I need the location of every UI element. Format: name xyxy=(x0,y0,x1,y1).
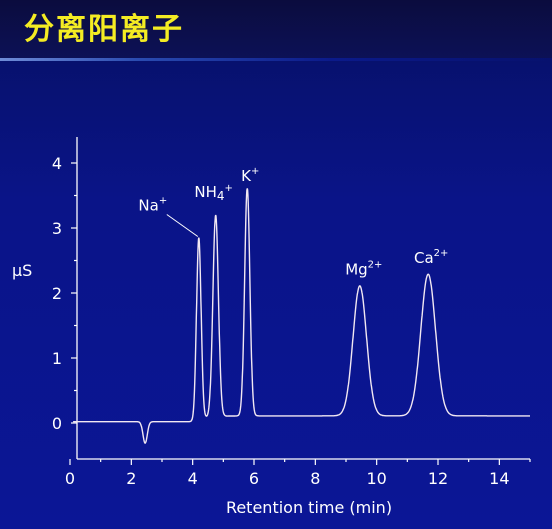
peak-label-ca: Ca2+ xyxy=(414,248,448,267)
y-tick-label: 4 xyxy=(52,154,62,173)
peak-leader-line xyxy=(166,214,199,237)
y-tick-label: 1 xyxy=(52,349,62,368)
x-tick-label: 14 xyxy=(489,469,509,488)
title-divider xyxy=(0,58,552,61)
page-title: 分离阳离子 xyxy=(24,12,184,47)
title-band xyxy=(0,0,552,58)
x-tick-label: 8 xyxy=(310,469,320,488)
chart-axes xyxy=(76,137,530,460)
peak-label-na: Na+ xyxy=(138,196,167,215)
x-tick-label: 4 xyxy=(188,469,198,488)
y-tick-label: 2 xyxy=(52,284,62,303)
peak-label-mg: Mg2+ xyxy=(345,260,382,279)
x-tick-label: 10 xyxy=(366,469,386,488)
x-tick-label: 0 xyxy=(65,469,75,488)
chromatogram-trace xyxy=(73,188,530,444)
y-tick-label: 3 xyxy=(52,219,62,238)
peak-label-k: K+ xyxy=(241,166,259,185)
peak-label-nh4: NH4+ xyxy=(194,183,233,203)
peak-labels: Na+ NH4+ K+ Mg2+ Ca2+ xyxy=(138,166,448,279)
x-tick-label: 6 xyxy=(249,469,259,488)
y-axis-label: µS xyxy=(12,261,32,280)
x-tick-label: 12 xyxy=(428,469,448,488)
x-axis-label: Retention time (min) xyxy=(226,498,392,517)
y-tick-label: 0 xyxy=(52,414,62,433)
x-tick-label: 2 xyxy=(126,469,136,488)
